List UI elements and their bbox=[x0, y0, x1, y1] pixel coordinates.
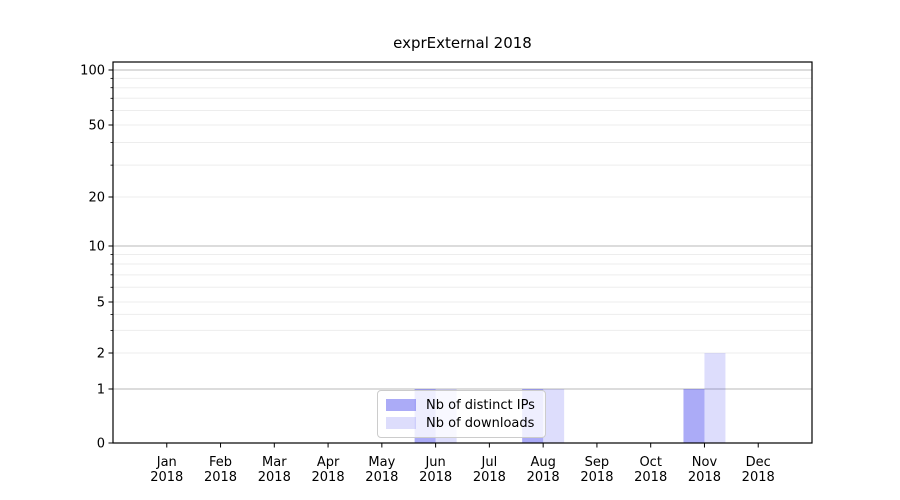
x-tick-label-month: Jun bbox=[424, 455, 445, 470]
legend-swatch-distinct-ips bbox=[386, 399, 416, 411]
x-tick-label-year: 2018 bbox=[312, 470, 345, 485]
x-tick-label-year: 2018 bbox=[365, 470, 398, 485]
y-tick-label: 0 bbox=[97, 437, 105, 452]
legend-item-downloads: Nb of downloads bbox=[386, 417, 537, 430]
x-tick-label-month: Sep bbox=[585, 455, 610, 470]
x-tick-label-year: 2018 bbox=[204, 470, 237, 485]
y-tick-label: 50 bbox=[88, 119, 105, 134]
x-tick-label-month: Apr bbox=[317, 455, 340, 470]
y-tick-label: 1 bbox=[97, 383, 105, 398]
x-tick-label-month: May bbox=[368, 455, 395, 470]
x-tick-label-month: Feb bbox=[209, 455, 232, 470]
x-tick-label-month: Aug bbox=[530, 455, 555, 470]
y-tick-label: 2 bbox=[97, 347, 105, 362]
legend-swatch-downloads bbox=[386, 417, 416, 429]
bar-nb-of-downloads-nov bbox=[704, 353, 726, 443]
x-tick-label-year: 2018 bbox=[473, 470, 506, 485]
legend: Nb of distinct IPs Nb of downloads bbox=[377, 390, 546, 438]
plot-border bbox=[112, 61, 813, 444]
y-tick-label: 100 bbox=[80, 64, 105, 79]
bar-nb-of-distinct-ips-nov bbox=[683, 389, 705, 443]
x-tick-label-year: 2018 bbox=[634, 470, 667, 485]
y-tick-label: 10 bbox=[88, 240, 105, 255]
x-tick-label-month: Oct bbox=[639, 455, 661, 470]
legend-label-downloads: Nb of downloads bbox=[426, 415, 535, 431]
legend-label-distinct-ips: Nb of distinct IPs bbox=[426, 397, 535, 413]
x-tick-label-month: Dec bbox=[746, 455, 771, 470]
y-tick-label: 20 bbox=[88, 191, 105, 206]
x-tick-label-month: Jul bbox=[481, 455, 498, 470]
legend-item-distinct-ips: Nb of distinct IPs bbox=[386, 399, 537, 412]
x-tick-label-year: 2018 bbox=[258, 470, 291, 485]
chart-title: exprExternal 2018 bbox=[393, 34, 532, 52]
x-tick-label-year: 2018 bbox=[527, 470, 560, 485]
x-tick-label-year: 2018 bbox=[150, 470, 183, 485]
bar-nb-of-downloads-aug bbox=[543, 389, 565, 443]
x-tick-label-year: 2018 bbox=[688, 470, 721, 485]
x-tick-label-year: 2018 bbox=[580, 470, 613, 485]
y-tick-label: 5 bbox=[97, 296, 105, 311]
x-tick-label-year: 2018 bbox=[742, 470, 775, 485]
x-tick-label-month: Mar bbox=[262, 455, 287, 470]
x-tick-label-year: 2018 bbox=[419, 470, 452, 485]
x-tick-label-month: Jan bbox=[156, 455, 177, 470]
x-tick-label-month: Nov bbox=[692, 455, 718, 470]
